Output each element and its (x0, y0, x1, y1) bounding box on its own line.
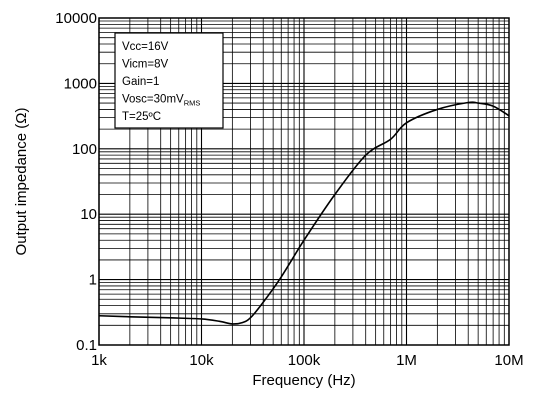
legend-line: Gain=1 (122, 76, 159, 88)
plot-frame (98, 17, 510, 346)
y-tick-label: 10 (80, 206, 97, 223)
legend-line: Vicm=8V (122, 59, 168, 71)
x-tick-label: 10k (189, 352, 214, 369)
impedance-curve (98, 101, 510, 325)
legend-subscript: RMS (184, 99, 201, 108)
legend-line: T=25ºC (122, 111, 161, 123)
x-tick-label: 1M (396, 352, 417, 369)
x-tick-labels: 1k 10k 100k 1M 10M (91, 352, 524, 369)
y-tick-label: 0.1 (76, 337, 97, 354)
legend-line: Vcc=16V (122, 41, 169, 53)
legend-box (114, 32, 224, 129)
x-tick-label: 1k (91, 352, 107, 369)
y-tick-label: 1 (89, 272, 97, 289)
x-axis-label: Frequency (Hz) (252, 372, 355, 389)
x-tick-label: 10M (494, 352, 523, 369)
legend: Vcc=16V Vicm=8V Gain=1 Vosc=30mVRMS T=25ºC (114, 32, 224, 129)
y-axis-label: Output impedance (Ω) (13, 108, 30, 256)
x-tick-label: 100k (288, 352, 321, 369)
y-tick-label: 10000 (55, 10, 97, 27)
y-tick-label: 100 (72, 141, 97, 158)
legend-line: Vosc=30mVRMS (122, 94, 200, 108)
y-tick-labels: 0.1 1 10 100 1000 10000 (55, 10, 97, 354)
y-tick-label: 1000 (64, 75, 97, 92)
